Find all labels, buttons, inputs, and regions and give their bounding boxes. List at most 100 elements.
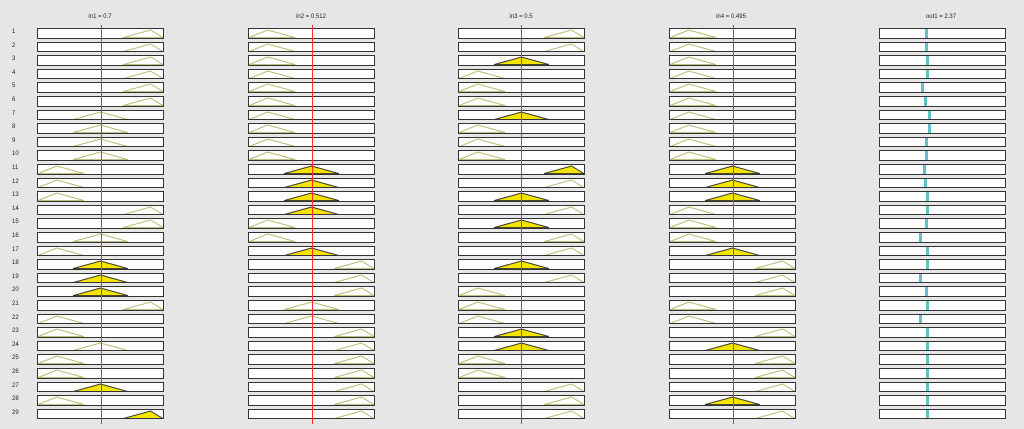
rule-cell-in1[interactable] bbox=[37, 82, 164, 93]
rule-cell-in1[interactable] bbox=[37, 259, 164, 270]
rule-cell-out1[interactable] bbox=[879, 150, 1006, 161]
rule-cell-in4[interactable] bbox=[669, 218, 796, 229]
rule-cell-in4[interactable] bbox=[669, 381, 796, 393]
rule-cell-in1[interactable] bbox=[37, 177, 164, 189]
rule-cell-in4[interactable] bbox=[669, 55, 796, 66]
rule-cell-out1[interactable] bbox=[879, 177, 1006, 189]
rule-cell-out1[interactable] bbox=[879, 218, 1006, 229]
rule-cell-in1[interactable] bbox=[37, 68, 164, 80]
rule-cell-out1[interactable] bbox=[879, 82, 1006, 93]
rule-cell-in2[interactable] bbox=[248, 28, 375, 39]
rule-cell-in4[interactable] bbox=[669, 300, 796, 311]
rule-cell-in4[interactable] bbox=[669, 259, 796, 270]
rule-cell-in1[interactable] bbox=[37, 381, 164, 393]
rule-cell-in2[interactable] bbox=[248, 150, 375, 161]
rule-cell-in2[interactable] bbox=[248, 327, 375, 338]
rule-cell-in1[interactable] bbox=[37, 286, 164, 297]
rule-cell-out1[interactable] bbox=[879, 109, 1006, 121]
rule-cell-in4[interactable] bbox=[669, 204, 796, 216]
rule-cell-in2[interactable] bbox=[248, 286, 375, 297]
rule-cell-out1[interactable] bbox=[879, 55, 1006, 66]
rule-cell-in4[interactable] bbox=[669, 136, 796, 148]
rule-cell-out1[interactable] bbox=[879, 41, 1006, 53]
rule-cell-in1[interactable] bbox=[37, 150, 164, 161]
rule-cell-out1[interactable] bbox=[879, 204, 1006, 216]
rule-cell-out1[interactable] bbox=[879, 68, 1006, 80]
rule-cell-in1[interactable] bbox=[37, 327, 164, 338]
rule-cell-in2[interactable] bbox=[248, 259, 375, 270]
rule-cell-in2[interactable] bbox=[248, 354, 375, 365]
rule-cell-in2[interactable] bbox=[248, 300, 375, 311]
rule-cell-in2[interactable] bbox=[248, 55, 375, 66]
rule-cell-in2[interactable] bbox=[248, 368, 375, 379]
rule-cell-in2[interactable] bbox=[248, 123, 375, 134]
rule-cell-in1[interactable] bbox=[37, 28, 164, 39]
rule-cell-in4[interactable] bbox=[669, 340, 796, 352]
rule-cell-in1[interactable] bbox=[37, 204, 164, 216]
rule-cell-in2[interactable] bbox=[248, 245, 375, 257]
rule-cell-in1[interactable] bbox=[37, 164, 164, 175]
input-cursor-line[interactable] bbox=[733, 25, 734, 424]
rule-cell-in4[interactable] bbox=[669, 272, 796, 284]
rule-cell-in4[interactable] bbox=[669, 286, 796, 297]
rule-cell-out1[interactable] bbox=[879, 136, 1006, 148]
rule-cell-in2[interactable] bbox=[248, 313, 375, 325]
rule-cell-in4[interactable] bbox=[669, 109, 796, 121]
rule-cell-in2[interactable] bbox=[248, 177, 375, 189]
rule-cell-in2[interactable] bbox=[248, 218, 375, 229]
rule-cell-out1[interactable] bbox=[879, 123, 1006, 134]
rule-cell-out1[interactable] bbox=[879, 300, 1006, 311]
rule-cell-out1[interactable] bbox=[879, 327, 1006, 338]
rule-cell-out1[interactable] bbox=[879, 395, 1006, 406]
rule-cell-in4[interactable] bbox=[669, 327, 796, 338]
rule-cell-in2[interactable] bbox=[248, 41, 375, 53]
rule-cell-in4[interactable] bbox=[669, 408, 796, 420]
rule-cell-in1[interactable] bbox=[37, 41, 164, 53]
rule-cell-in1[interactable] bbox=[37, 218, 164, 229]
rule-cell-in4[interactable] bbox=[669, 82, 796, 93]
rule-cell-in4[interactable] bbox=[669, 245, 796, 257]
rule-cell-in2[interactable] bbox=[248, 204, 375, 216]
rule-cell-out1[interactable] bbox=[879, 28, 1006, 39]
rule-cell-in1[interactable] bbox=[37, 313, 164, 325]
input-cursor-line[interactable] bbox=[521, 25, 522, 424]
rule-cell-in2[interactable] bbox=[248, 381, 375, 393]
rule-cell-out1[interactable] bbox=[879, 368, 1006, 379]
rule-cell-out1[interactable] bbox=[879, 408, 1006, 420]
rule-cell-in1[interactable] bbox=[37, 300, 164, 311]
rule-cell-in1[interactable] bbox=[37, 340, 164, 352]
rule-cell-in1[interactable] bbox=[37, 109, 164, 121]
rule-cell-in2[interactable] bbox=[248, 340, 375, 352]
rule-cell-in2[interactable] bbox=[248, 191, 375, 202]
rule-cell-in2[interactable] bbox=[248, 232, 375, 243]
rule-cell-in1[interactable] bbox=[37, 245, 164, 257]
rule-cell-out1[interactable] bbox=[879, 245, 1006, 257]
rule-cell-in2[interactable] bbox=[248, 164, 375, 175]
rule-cell-in1[interactable] bbox=[37, 55, 164, 66]
rule-cell-in1[interactable] bbox=[37, 354, 164, 365]
rule-cell-in4[interactable] bbox=[669, 96, 796, 107]
input-cursor-line[interactable] bbox=[101, 25, 102, 424]
rule-cell-in2[interactable] bbox=[248, 68, 375, 80]
rule-cell-in4[interactable] bbox=[669, 177, 796, 189]
rule-cell-in4[interactable] bbox=[669, 41, 796, 53]
rule-cell-in2[interactable] bbox=[248, 109, 375, 121]
rule-cell-in1[interactable] bbox=[37, 96, 164, 107]
rule-cell-in4[interactable] bbox=[669, 150, 796, 161]
rule-cell-in4[interactable] bbox=[669, 395, 796, 406]
rule-cell-in4[interactable] bbox=[669, 164, 796, 175]
rule-cell-in4[interactable] bbox=[669, 68, 796, 80]
rule-cell-out1[interactable] bbox=[879, 272, 1006, 284]
rule-cell-in4[interactable] bbox=[669, 368, 796, 379]
rule-cell-in1[interactable] bbox=[37, 395, 164, 406]
rule-cell-in1[interactable] bbox=[37, 408, 164, 420]
rule-cell-in1[interactable] bbox=[37, 136, 164, 148]
input-cursor-line[interactable] bbox=[312, 25, 313, 424]
rule-cell-in2[interactable] bbox=[248, 136, 375, 148]
rule-cell-in2[interactable] bbox=[248, 395, 375, 406]
rule-cell-out1[interactable] bbox=[879, 232, 1006, 243]
rule-cell-in4[interactable] bbox=[669, 191, 796, 202]
rule-cell-in4[interactable] bbox=[669, 313, 796, 325]
rule-cell-in4[interactable] bbox=[669, 28, 796, 39]
rule-cell-in1[interactable] bbox=[37, 272, 164, 284]
